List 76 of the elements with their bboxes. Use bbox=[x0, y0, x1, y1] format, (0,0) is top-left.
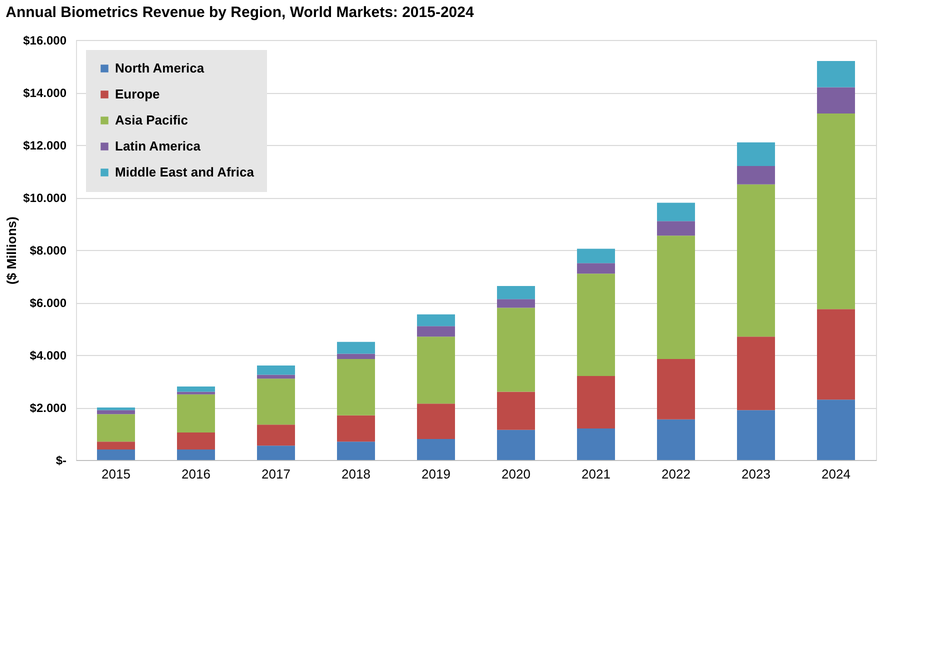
bar bbox=[737, 166, 775, 184]
bar bbox=[657, 221, 695, 236]
bar bbox=[177, 432, 215, 450]
bar bbox=[257, 378, 295, 425]
y-tick-label: $8.000 bbox=[30, 244, 67, 258]
bar bbox=[497, 430, 535, 460]
x-tick-label: 2020 bbox=[502, 466, 530, 482]
bar bbox=[497, 308, 535, 392]
y-tick-label: $- bbox=[56, 454, 66, 468]
x-tick-label: 2017 bbox=[262, 466, 290, 482]
bar bbox=[737, 410, 775, 460]
bar bbox=[737, 184, 775, 337]
y-tick-label: $14.000 bbox=[23, 86, 67, 100]
bar bbox=[97, 414, 135, 442]
y-axis-title: ($ Millions) bbox=[4, 216, 20, 284]
bar bbox=[817, 114, 855, 310]
bar bbox=[737, 142, 775, 166]
bar bbox=[817, 87, 855, 114]
y-tick-label: $4.000 bbox=[30, 348, 67, 362]
bar bbox=[817, 61, 855, 88]
y-tick-label: $2.000 bbox=[30, 401, 67, 415]
x-tick-label: 2015 bbox=[102, 466, 130, 482]
bar bbox=[177, 450, 215, 460]
legend-label: North America bbox=[115, 60, 205, 76]
bar bbox=[177, 386, 215, 392]
bar bbox=[417, 336, 455, 404]
bar bbox=[417, 404, 455, 439]
bar bbox=[577, 376, 615, 428]
bar bbox=[737, 336, 775, 410]
bar bbox=[97, 408, 135, 410]
bar bbox=[577, 248, 615, 264]
legend-label: Middle East and Africa bbox=[115, 164, 255, 180]
y-tick-label: $12.000 bbox=[23, 138, 67, 152]
chart-title: Annual Biometrics Revenue by Region, World Markets: 2015-2024 bbox=[6, 4, 474, 21]
bar bbox=[817, 309, 855, 400]
x-tick-label: 2022 bbox=[662, 466, 690, 482]
bar bbox=[337, 354, 375, 359]
bar bbox=[417, 326, 455, 337]
bar bbox=[97, 450, 135, 460]
bar bbox=[497, 286, 535, 300]
legend-label: Asia Pacific bbox=[115, 112, 188, 128]
bar bbox=[417, 439, 455, 460]
bar bbox=[177, 394, 215, 432]
bar bbox=[577, 274, 615, 376]
x-tick-label: 2018 bbox=[342, 466, 370, 482]
bar bbox=[497, 392, 535, 430]
bar bbox=[337, 415, 375, 442]
y-tick-label: $6.000 bbox=[30, 296, 67, 310]
bar bbox=[337, 358, 375, 416]
bar bbox=[657, 358, 695, 420]
bar bbox=[257, 424, 295, 446]
legend-label: Europe bbox=[115, 86, 160, 102]
x-tick-label: 2023 bbox=[742, 466, 770, 482]
x-tick-label: 2016 bbox=[182, 466, 210, 482]
bar bbox=[657, 419, 695, 460]
x-tick-label: 2024 bbox=[822, 466, 850, 482]
bar bbox=[257, 374, 295, 379]
bar bbox=[257, 366, 295, 375]
bar bbox=[497, 299, 535, 308]
bar bbox=[657, 202, 695, 222]
y-tick-label: $16.000 bbox=[23, 34, 67, 48]
bar bbox=[577, 428, 615, 460]
bar bbox=[817, 400, 855, 460]
y-tick-label: $10.000 bbox=[23, 191, 67, 205]
bar bbox=[337, 442, 375, 460]
bar bbox=[657, 236, 695, 359]
bar bbox=[97, 410, 135, 414]
bar bbox=[97, 442, 135, 450]
x-tick-label: 2021 bbox=[582, 466, 610, 482]
bar bbox=[417, 314, 455, 326]
legend-label: Latin America bbox=[115, 138, 202, 154]
x-tick-label: 2019 bbox=[422, 466, 450, 482]
bar bbox=[337, 342, 375, 354]
bar bbox=[577, 263, 615, 274]
bar bbox=[177, 392, 215, 394]
bar bbox=[257, 446, 295, 460]
